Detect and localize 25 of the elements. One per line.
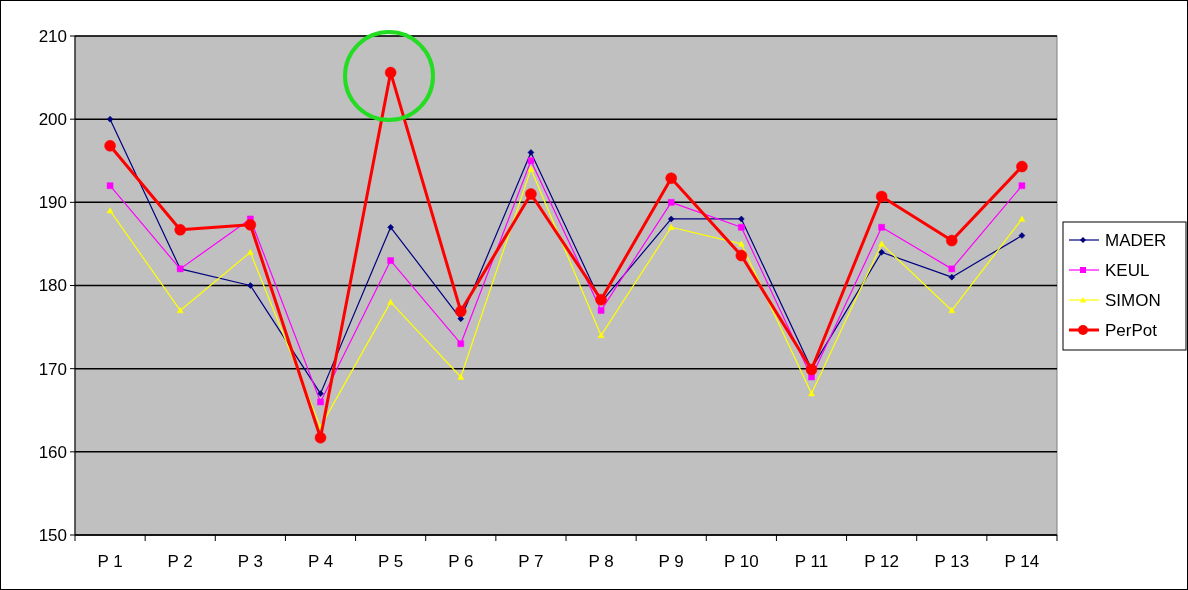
- x-tick-label: P 14: [1004, 552, 1040, 571]
- x-tick-label: P 13: [934, 552, 970, 571]
- legend-label: SIMON: [1105, 290, 1161, 310]
- x-tick-label: P 6: [448, 552, 474, 571]
- y-tick-label: 180: [38, 276, 67, 296]
- x-tick-label: P 8: [588, 552, 614, 571]
- x-tick-label: P 5: [378, 552, 404, 571]
- y-tick-label: 200: [38, 110, 67, 130]
- legend-label: MADER: [1105, 230, 1167, 250]
- legend-label: KEUL: [1105, 260, 1150, 280]
- y-tick-label: 210: [38, 26, 67, 46]
- legend-label: PerPot: [1105, 320, 1158, 340]
- y-tick-label: 150: [38, 525, 67, 545]
- x-tick-label: P 10: [724, 552, 759, 571]
- x-tick-label: P 11: [794, 552, 829, 571]
- x-tick-label: P 3: [237, 552, 263, 571]
- y-tick-label: 170: [38, 359, 67, 379]
- x-tick-label: P 2: [167, 552, 193, 571]
- y-tick-label: 190: [38, 193, 67, 213]
- x-tick-label: P 4: [307, 552, 334, 571]
- x-tick-label: P 7: [518, 552, 544, 571]
- x-tick-label: P 1: [97, 552, 123, 571]
- x-tick-label: P 9: [658, 552, 684, 571]
- y-tick-label: 160: [38, 442, 67, 462]
- x-tick-label: P 12: [864, 552, 899, 571]
